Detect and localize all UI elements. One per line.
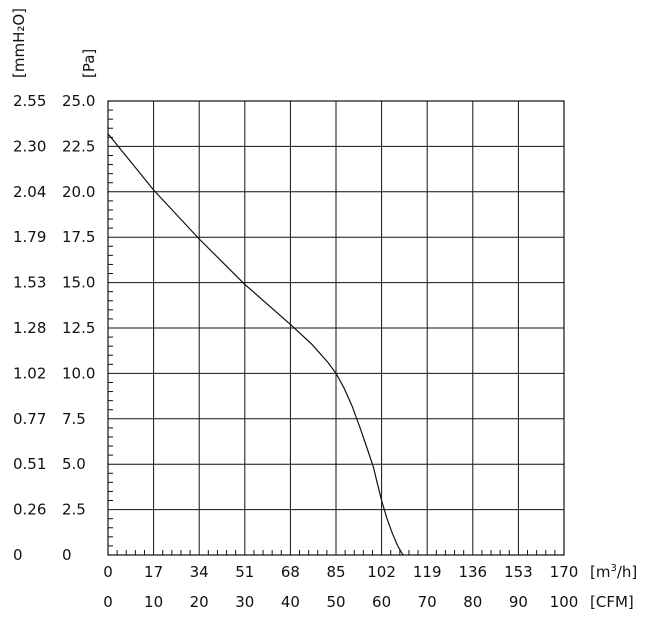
x-tick-label-m3h: 0 [103,563,113,581]
x-tick-label-m3h: 119 [413,563,442,581]
y-tick-label-mmh2o: 2.30 [13,137,46,155]
x-tick-label-m3h: 170 [550,563,579,581]
mmh2o-unit-label: [mmH₂O] [10,8,28,78]
plot-frame [107,100,565,556]
pa-unit-label: [Pa] [80,49,98,78]
x-tick-label-cfm: 30 [235,593,254,611]
x-tick-label-cfm: 60 [372,593,391,611]
cfm-unit-label: [CFM] [590,593,634,611]
y-tick-label-mmh2o: 1.02 [13,364,46,382]
y-tick-label-mmh2o: 1.53 [13,274,46,292]
y-tick-label-mmh2o: 1.79 [13,228,46,246]
tick-labels: 0 17 34 51 68 85 102 119 136 153 170 0 10 20 30 40 50 60 7… [13,92,578,611]
x-tick-label-m3h: 102 [367,563,396,581]
x-tick-label-cfm: 0 [103,593,113,611]
pressure-curve [107,133,404,556]
y-tick-label-mmh2o: 0.26 [13,501,46,519]
chart-grid [108,101,564,555]
x-tick-label-cfm: 70 [418,593,437,611]
x-tick-label-cfm: 10 [144,593,163,611]
x-tick-label-m3h: 68 [281,563,300,581]
y-tick-label-mmh2o: 0.51 [13,455,46,473]
y-tick-label-pa: 20.0 [62,183,95,201]
x-tick-label-cfm: 90 [509,593,528,611]
y-tick-label-pa: 10.0 [62,364,95,382]
x-tick-label-cfm: 100 [550,593,579,611]
x-tick-label-cfm: 50 [326,593,345,611]
y-tick-label-pa: 2.5 [62,501,86,519]
y-tick-label-mmh2o: 1.28 [13,319,46,337]
y-tick-label-pa: 17.5 [62,228,95,246]
y-tick-label-pa: 7.5 [62,410,86,428]
y-tick-label-pa: 0 [62,546,72,564]
x-tick-label-cfm: 80 [463,593,482,611]
x-tick-label-cfm: 20 [190,593,209,611]
y-tick-label-pa: 25.0 [62,92,95,110]
x-tick-label-m3h: 85 [326,563,345,581]
x-tick-label-m3h: 153 [504,563,533,581]
y-tick-label-mmh2o: 2.55 [13,92,46,110]
y-tick-label-pa: 22.5 [62,137,95,155]
y-tick-label-mmh2o: 0.77 [13,410,46,428]
m3h-unit-label: [m3/h] [590,563,637,581]
y-tick-label-pa: 15.0 [62,274,95,292]
x-tick-label-m3h: 51 [235,563,254,581]
x-tick-label-m3h: 17 [144,563,163,581]
y-tick-label-mmh2o: 2.04 [13,183,46,201]
x-tick-label-m3h: 136 [458,563,487,581]
x-tick-label-m3h: 34 [190,563,209,581]
y-tick-label-pa: 12.5 [62,319,95,337]
y-tick-label-mmh2o: 0 [13,546,23,564]
x-tick-label-cfm: 40 [281,593,300,611]
y-tick-label-pa: 5.0 [62,455,86,473]
minor-ticks [108,109,556,555]
